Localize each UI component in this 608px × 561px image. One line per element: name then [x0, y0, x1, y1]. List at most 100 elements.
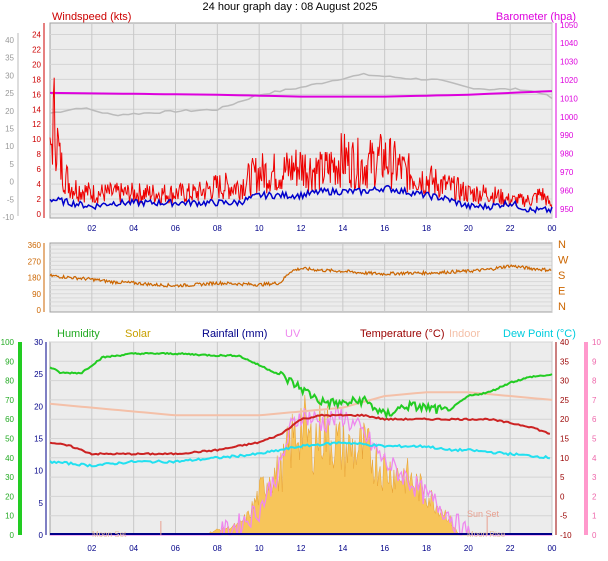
x-tick-label: 20 [464, 224, 473, 233]
x-tick-label: 08 [213, 224, 222, 233]
humidity-tick-label: 70 [5, 396, 14, 405]
barometer-axis-label: Barometer (hpa) [496, 11, 576, 23]
temperature-tick-label: 30 [560, 377, 569, 386]
direction-tick-label: 360 [28, 241, 42, 250]
temperature-tick-label: 35 [560, 357, 569, 366]
x-tick-label: 08 [213, 544, 222, 553]
windspeed-tick-label: 4 [37, 180, 42, 189]
uv-tick-label: 8 [592, 377, 597, 386]
rainfall-tick-label: 15 [34, 435, 43, 444]
x-tick-label: 12 [297, 544, 306, 553]
x-tick-label: 16 [380, 224, 389, 233]
temperature-tick-label: 0 [560, 492, 565, 501]
rainfall-label: Rainfall (mm) [202, 328, 267, 340]
direction-line [49, 264, 552, 288]
uv-label: UV [285, 328, 301, 340]
x-tick-label: 06 [171, 224, 180, 233]
windspeed-tick-label: 22 [32, 45, 41, 54]
x-tick-label: 02 [87, 544, 96, 553]
rainfall-tick-label: 10 [34, 467, 43, 476]
rainfall-tick-label: 0 [39, 531, 44, 540]
x-tick-label: 12 [297, 224, 306, 233]
barometer-tick-label: 1020 [560, 76, 578, 85]
wind-outer-tick-label: -5 [7, 195, 15, 204]
x-tick-label: 16 [380, 544, 389, 553]
wind-outer-tick-label: 30 [5, 71, 14, 80]
moon-rise-label: Moon Rise [467, 530, 506, 539]
windspeed-tick-label: 12 [32, 120, 41, 129]
temperature-tick-label: 25 [560, 396, 569, 405]
wind-outer-tick-label: 35 [5, 54, 14, 63]
windspeed-tick-label: 24 [32, 30, 41, 39]
x-tick-label: 00 [548, 544, 557, 553]
wind-ticks: 02 04 06 08 10 12 14 16 18 20 22 004035302520151050… [2, 21, 578, 233]
windspeed-tick-label: 2 [37, 195, 42, 204]
humidity-label: Humidity [57, 328, 100, 340]
uv-tick-label: 7 [592, 396, 597, 405]
humidity-tick-label: 40 [5, 454, 14, 463]
wind-pressure-chart: Windspeed (kts) Barometer (hpa) 02 04 06 08… [2, 11, 578, 233]
x-tick-label: 10 [255, 224, 264, 233]
windspeed-tick-label: 16 [32, 90, 41, 99]
barometer-tick-label: 1000 [560, 113, 578, 122]
uv-tick-label: 4 [592, 454, 597, 463]
rainfall-tick-label: 25 [34, 370, 43, 379]
wind-average-line [49, 184, 553, 214]
temperature-line [49, 413, 551, 456]
barometer-line [49, 90, 553, 98]
temperature-tick-label: 15 [560, 435, 569, 444]
x-tick-label: 02 [87, 224, 96, 233]
x-tick-label: 00 [548, 224, 557, 233]
temperature-tick-label: 10 [560, 454, 569, 463]
barometer-previous-line [49, 72, 553, 117]
solar-series [49, 351, 553, 536]
wind-outer-tick-label: 20 [5, 107, 14, 116]
wind-outer-tick-label: -10 [2, 213, 14, 222]
barometer-tick-label: 1040 [560, 39, 578, 48]
temperature-tick-label: -10 [560, 531, 572, 540]
compass-label: W [558, 255, 569, 267]
wind-outer-tick-label: 25 [5, 89, 14, 98]
barometer-tick-label: 1010 [560, 94, 578, 103]
windspeed-tick-label: 10 [32, 135, 41, 144]
x-tick-label: 04 [129, 544, 138, 553]
barometer-tick-label: 970 [560, 168, 574, 177]
humidity-tick-label: 30 [5, 473, 14, 482]
windspeed-tick-label: 18 [32, 75, 41, 84]
page-title: 24 hour graph day : 08 August 2025 [203, 1, 378, 13]
uv-tick-label: 1 [592, 512, 597, 521]
x-tick-label: 04 [129, 224, 138, 233]
humidity-tick-label: 0 [10, 531, 15, 540]
humidity-line [49, 351, 553, 420]
direction-tick-label: 0 [37, 306, 42, 315]
wind-gust-line [49, 77, 553, 209]
humidity-tick-label: 10 [5, 512, 14, 521]
x-tick-label: 20 [464, 544, 473, 553]
uv-tick-label: 5 [592, 435, 597, 444]
dew-point-label: Dew Point (°C) [503, 328, 576, 340]
direction-series [49, 264, 552, 288]
compass-label: E [558, 286, 565, 298]
wind-outer-tick-label: 40 [5, 36, 14, 45]
x-tick-label: 18 [422, 544, 431, 553]
temperature-tick-label: 40 [560, 338, 569, 347]
humidity-tick-label: 100 [1, 338, 15, 347]
windspeed-tick-label: 20 [32, 60, 41, 69]
humidity-tick-label: 90 [5, 357, 14, 366]
windspeed-axis-label: Windspeed (kts) [52, 11, 131, 23]
wind-outer-tick-label: 0 [10, 178, 15, 187]
humidity-tick-label: 60 [5, 415, 14, 424]
uv-tick-label: 3 [592, 473, 597, 482]
wind-grid [50, 23, 553, 218]
direction-tick-label: 180 [28, 274, 42, 283]
solar-legend: Humidity Solar Rainfall (mm) UV Temperat… [57, 328, 576, 340]
x-tick-label: 14 [338, 544, 347, 553]
compass-label: S [558, 270, 565, 282]
humidity-tick-label: 80 [5, 377, 14, 386]
barometer-tick-label: 980 [560, 150, 574, 159]
wind-outer-tick-label: 10 [5, 142, 14, 151]
temperature-tick-label: 5 [560, 473, 565, 482]
windspeed-tick-label: 6 [37, 165, 42, 174]
